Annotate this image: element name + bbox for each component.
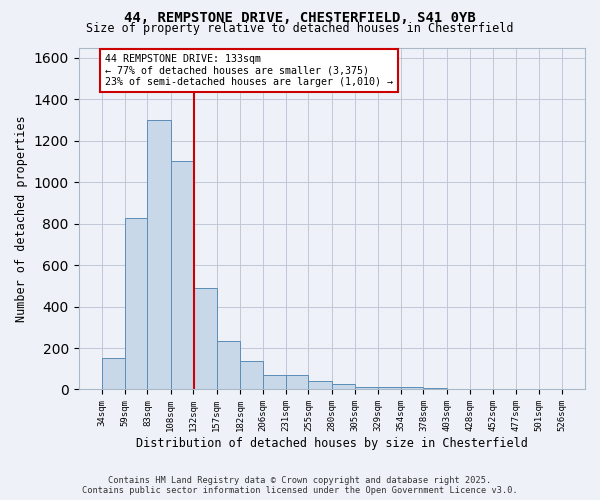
Bar — [193, 288, 217, 390]
Bar — [286, 375, 308, 390]
X-axis label: Distribution of detached houses by size in Chesterfield: Distribution of detached houses by size … — [136, 437, 528, 450]
Bar — [401, 388, 424, 390]
Bar — [125, 218, 148, 390]
Bar — [332, 384, 355, 390]
Bar — [263, 375, 286, 390]
Bar — [240, 362, 263, 390]
Bar — [308, 381, 332, 390]
Text: 44, REMPSTONE DRIVE, CHESTERFIELD, S41 0YB: 44, REMPSTONE DRIVE, CHESTERFIELD, S41 0… — [124, 11, 476, 25]
Y-axis label: Number of detached properties: Number of detached properties — [15, 115, 28, 322]
Bar — [171, 162, 193, 390]
Text: Contains HM Land Registry data © Crown copyright and database right 2025.
Contai: Contains HM Land Registry data © Crown c… — [82, 476, 518, 495]
Bar — [217, 341, 240, 390]
Bar — [355, 388, 377, 390]
Text: 44 REMPSTONE DRIVE: 133sqm
← 77% of detached houses are smaller (3,375)
23% of s: 44 REMPSTONE DRIVE: 133sqm ← 77% of deta… — [105, 54, 393, 87]
Bar — [148, 120, 171, 390]
Bar — [101, 358, 125, 390]
Bar — [424, 388, 447, 390]
Bar — [377, 388, 401, 390]
Text: Size of property relative to detached houses in Chesterfield: Size of property relative to detached ho… — [86, 22, 514, 35]
